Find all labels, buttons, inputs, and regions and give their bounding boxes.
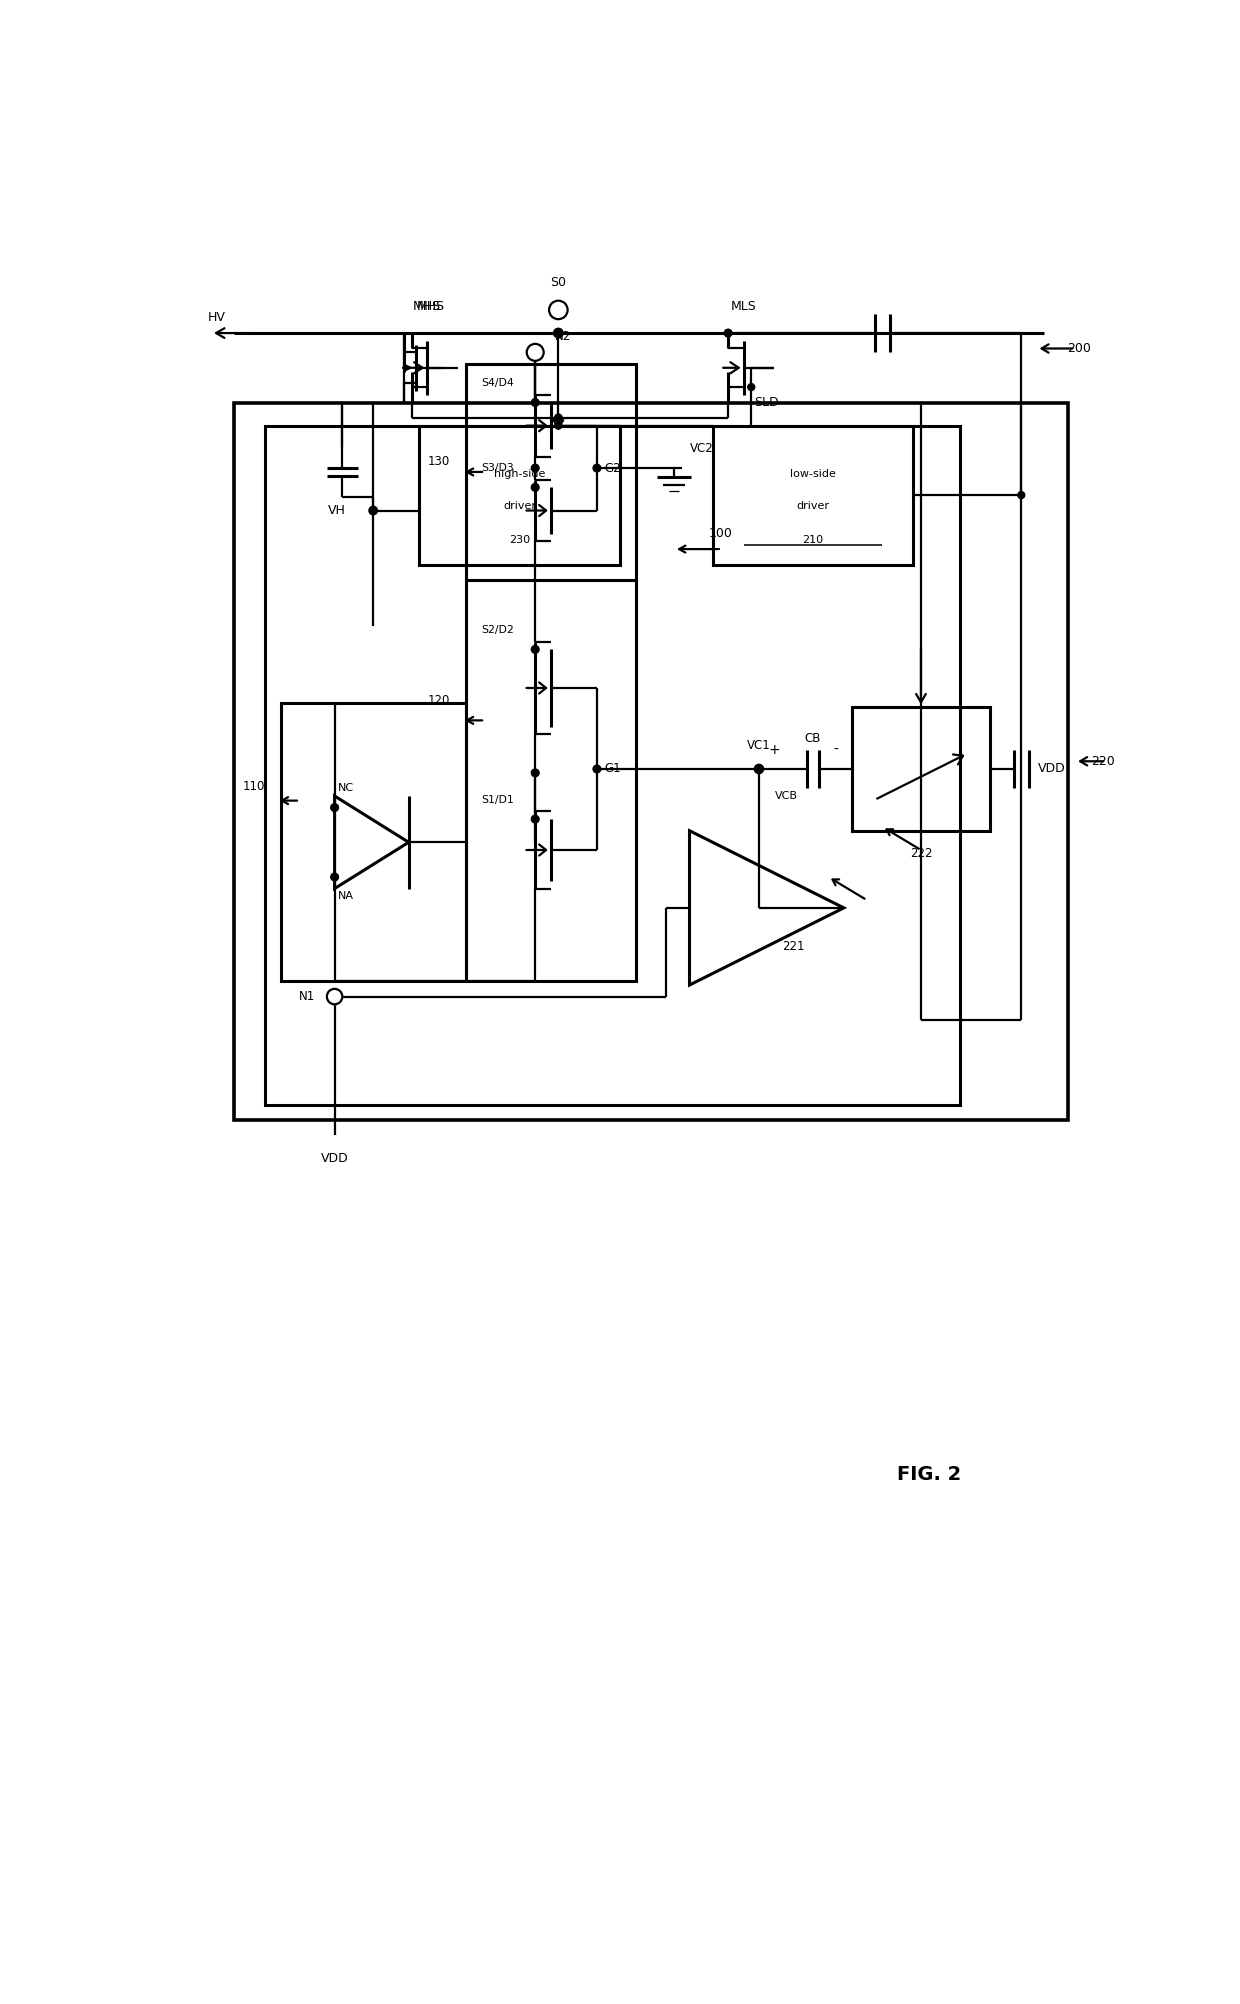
Text: 130: 130 — [428, 455, 450, 467]
Circle shape — [331, 804, 339, 812]
Circle shape — [527, 345, 543, 361]
Text: MLS: MLS — [730, 299, 756, 313]
Text: S0: S0 — [551, 277, 567, 289]
Text: N1: N1 — [299, 990, 315, 1004]
Text: low-side: low-side — [790, 469, 836, 479]
Text: VC1: VC1 — [746, 739, 771, 752]
Text: VDD: VDD — [321, 1152, 348, 1164]
Text: driver: driver — [503, 501, 536, 511]
Circle shape — [532, 399, 539, 407]
Circle shape — [532, 816, 539, 824]
Text: N2: N2 — [554, 331, 570, 343]
Circle shape — [331, 874, 339, 882]
Text: NA: NA — [339, 892, 355, 902]
Circle shape — [554, 329, 563, 339]
Circle shape — [593, 766, 601, 774]
Text: CB: CB — [805, 731, 821, 745]
Text: 120: 120 — [428, 693, 450, 707]
Circle shape — [593, 465, 601, 473]
Circle shape — [532, 770, 539, 778]
Text: SLD: SLD — [754, 397, 779, 409]
Bar — [234, 403, 1068, 1120]
Bar — [419, 425, 620, 565]
Circle shape — [554, 423, 562, 429]
Bar — [466, 365, 635, 579]
Text: VDD: VDD — [1038, 762, 1066, 776]
Circle shape — [532, 483, 539, 491]
Text: -: - — [833, 743, 838, 758]
Text: 220: 220 — [1091, 756, 1115, 768]
Text: 222: 222 — [910, 848, 932, 860]
Text: NC: NC — [339, 784, 355, 794]
Text: G1: G1 — [604, 762, 621, 776]
Bar — [466, 579, 635, 982]
Text: +: + — [769, 743, 780, 758]
Circle shape — [1018, 491, 1024, 499]
Bar — [265, 425, 960, 1104]
Bar — [280, 703, 466, 982]
Text: FIG. 2: FIG. 2 — [897, 1465, 961, 1485]
Circle shape — [532, 645, 539, 653]
Text: S2/D2: S2/D2 — [481, 625, 513, 635]
Bar — [852, 707, 991, 832]
Circle shape — [724, 329, 732, 337]
Text: HV: HV — [207, 311, 226, 325]
Circle shape — [370, 507, 377, 515]
Text: 110: 110 — [243, 780, 265, 794]
Text: 221: 221 — [782, 940, 805, 954]
Text: VC2: VC2 — [689, 443, 713, 455]
Text: VH: VH — [329, 505, 346, 517]
Circle shape — [554, 329, 563, 339]
Circle shape — [754, 764, 764, 774]
Text: 230: 230 — [510, 535, 531, 545]
Bar — [713, 425, 913, 565]
Text: VCB: VCB — [775, 792, 797, 802]
Text: S3/D3: S3/D3 — [481, 463, 513, 473]
Circle shape — [549, 301, 568, 319]
Text: MHS: MHS — [413, 299, 441, 313]
Text: G2: G2 — [604, 461, 621, 475]
Text: 100: 100 — [708, 527, 733, 541]
Text: S1/D1: S1/D1 — [481, 796, 513, 806]
Text: S4/D4: S4/D4 — [481, 379, 513, 389]
Circle shape — [532, 465, 539, 473]
Circle shape — [554, 415, 562, 421]
Text: driver: driver — [796, 501, 830, 511]
Text: 210: 210 — [802, 535, 823, 545]
Circle shape — [748, 383, 755, 391]
Text: high-side: high-side — [494, 469, 546, 479]
Text: MHS: MHS — [417, 299, 445, 313]
Circle shape — [327, 988, 342, 1004]
Text: 200: 200 — [1068, 343, 1091, 355]
